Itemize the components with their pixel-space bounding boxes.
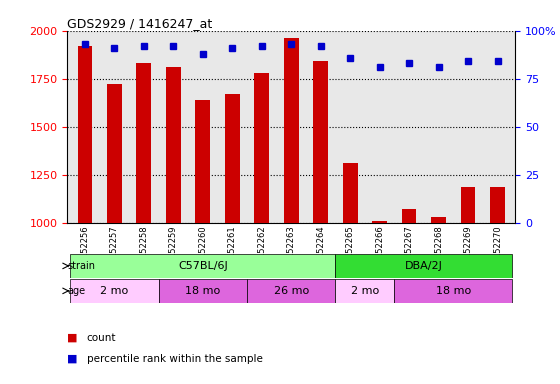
Text: count: count [87,333,116,343]
Bar [158,279,247,303]
Text: 18 mo: 18 mo [436,286,471,296]
Bar [70,254,335,278]
Text: 2 mo: 2 mo [100,286,128,296]
Bar [247,279,335,303]
Bar [195,100,210,223]
Bar [107,84,122,223]
Bar [254,73,269,223]
Bar [77,46,92,223]
Text: ■: ■ [67,354,78,364]
Text: 18 mo: 18 mo [185,286,221,296]
Bar [343,163,357,223]
Bar [137,63,151,223]
Bar [166,67,181,223]
Text: strain: strain [68,261,96,271]
Bar [335,279,394,303]
Bar [225,94,240,223]
Text: 26 mo: 26 mo [274,286,309,296]
Bar [490,187,505,223]
Bar [335,254,512,278]
Text: C57BL/6J: C57BL/6J [178,261,228,271]
Bar [394,279,512,303]
Text: DBA/2J: DBA/2J [405,261,443,271]
Bar [372,221,387,223]
Text: percentile rank within the sample: percentile rank within the sample [87,354,263,364]
Text: ■: ■ [67,333,78,343]
Bar [402,209,417,223]
Text: 2 mo: 2 mo [351,286,379,296]
Bar [431,217,446,223]
Bar [313,61,328,223]
Text: age: age [68,286,86,296]
Bar [70,279,158,303]
Bar [284,38,298,223]
Bar [461,187,475,223]
Text: GDS2929 / 1416247_at: GDS2929 / 1416247_at [67,17,212,30]
